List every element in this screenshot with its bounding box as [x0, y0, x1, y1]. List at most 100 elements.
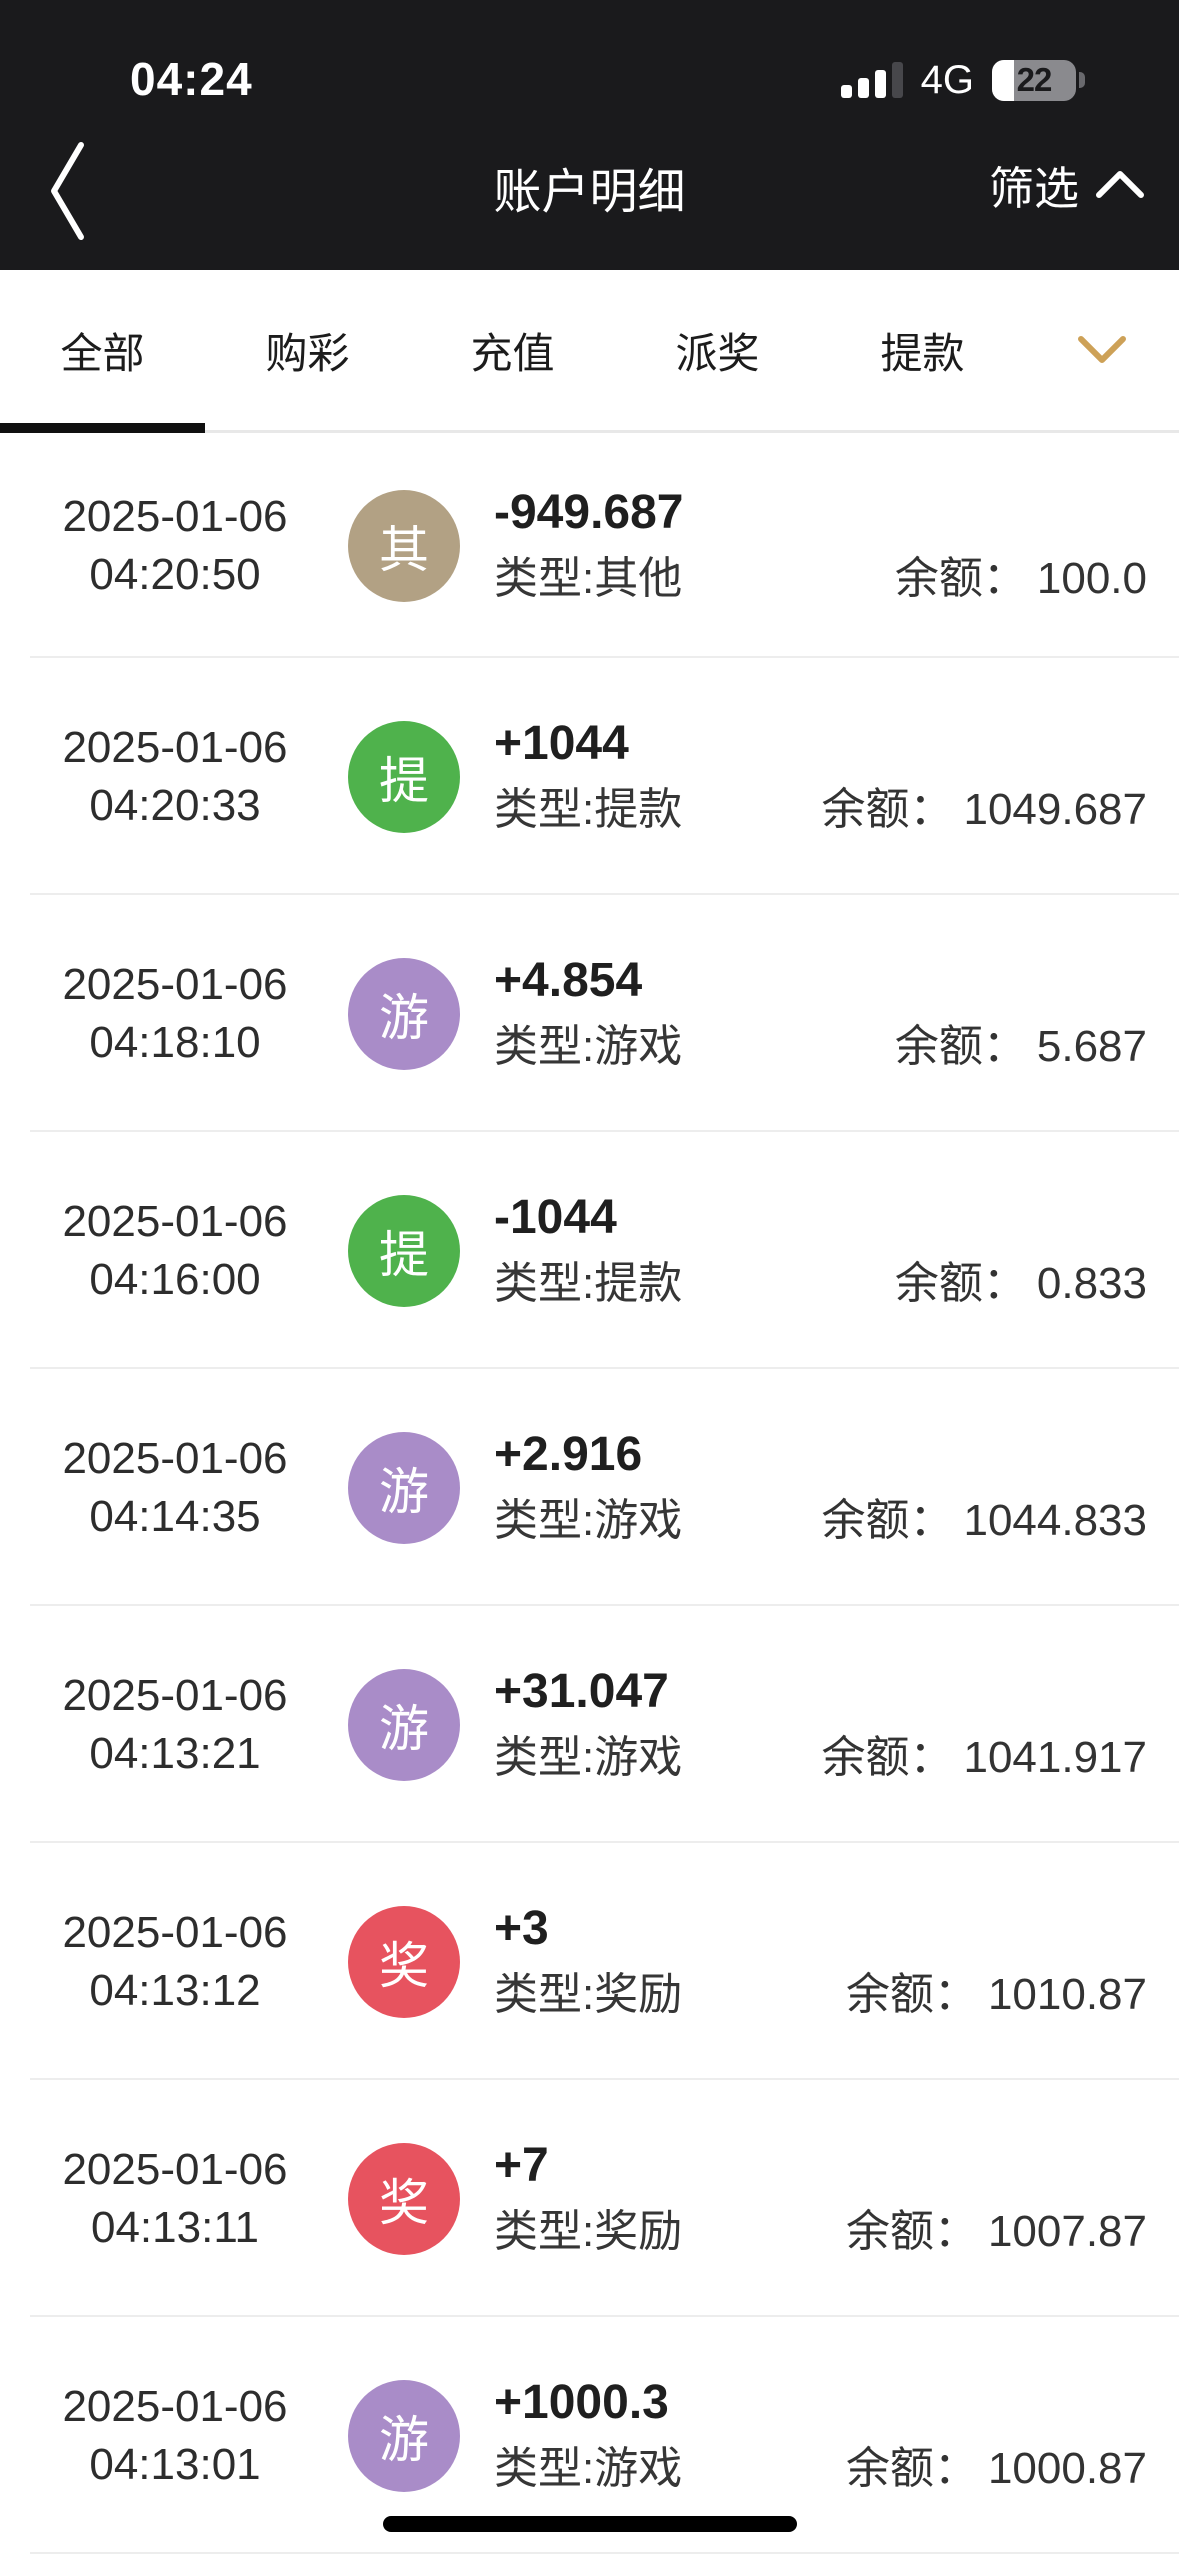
transaction-row[interactable]: 2025-01-06 04:20:33 提 +1044 类型:提款 余额： 10… [0, 658, 1179, 895]
network-type-label: 4G [920, 57, 974, 102]
back-button[interactable] [48, 130, 138, 252]
balance-label: 余额： [845, 2443, 978, 2493]
transaction-datetime: 2025-01-06 04:16:00 [30, 1193, 320, 1309]
filter-label: 筛选 [988, 162, 1079, 214]
balance: 余额： 100.0 [895, 551, 1147, 607]
transaction-datetime: 2025-01-06 04:13:01 [30, 2378, 320, 2494]
transaction-time: 04:18:10 [89, 1017, 261, 1067]
balance-value: 0.833 [1036, 1258, 1147, 1308]
transaction-type-badge: 游 [348, 2379, 460, 2492]
transaction-amount: +4.854 [494, 953, 643, 1007]
status-time: 04:24 [130, 53, 253, 105]
battery-nub [1079, 72, 1085, 88]
home-indicator-bar[interactable] [382, 2516, 797, 2532]
tab-item[interactable]: 派奖 [615, 270, 820, 430]
tab-label: 充值 [470, 329, 555, 377]
transaction-date: 2025-01-06 [62, 491, 288, 541]
transaction-amount: +31.047 [494, 1664, 669, 1718]
balance-label: 余额： [845, 1969, 978, 2019]
transaction-datetime: 2025-01-06 04:14:35 [30, 1430, 320, 1546]
transaction-list: 2025-01-06 04:20:50 其 -949.687 类型:其他 余额：… [0, 433, 1179, 2554]
transaction-amount: -1044 [494, 1190, 617, 1244]
tab-label: 全部 [60, 329, 145, 377]
transaction-date: 2025-01-06 [62, 1907, 288, 1957]
transaction-row[interactable]: 2025-01-06 04:18:10 游 +4.854 类型:游戏 余额： 5… [0, 895, 1179, 1132]
balance-label: 余额： [821, 1732, 954, 1782]
balance-value: 1041.917 [963, 1732, 1147, 1782]
tab-label: 提款 [880, 329, 965, 377]
battery-icon: 22 [992, 59, 1085, 101]
battery-fill [992, 59, 1014, 101]
transaction-details: +31.047 类型:游戏 余额： 1041.917 [494, 1664, 1179, 1786]
transaction-row[interactable]: 2025-01-06 04:20:50 其 -949.687 类型:其他 余额：… [0, 433, 1179, 658]
transaction-details: +7 类型:奖励 余额： 1007.87 [494, 2138, 1179, 2260]
transaction-row[interactable]: 2025-01-06 04:14:35 游 +2.916 类型:游戏 余额： 1… [0, 1369, 1179, 1606]
tab-label: 购彩 [265, 329, 350, 377]
balance-label: 余额： [894, 1021, 1027, 1071]
balance-value: 100.0 [1036, 553, 1147, 603]
transaction-amount: -949.687 [494, 485, 684, 539]
tab-item[interactable]: 充值 [410, 270, 615, 430]
balance: 余额： 1010.87 [846, 1967, 1147, 2023]
balance-value: 1000.87 [987, 2443, 1147, 2493]
balance-value: 1044.833 [963, 1495, 1147, 1545]
filter-button[interactable]: 筛选 [989, 152, 1145, 216]
transaction-type-badge: 奖 [348, 2142, 460, 2255]
transaction-type-badge: 游 [348, 1431, 460, 1544]
transaction-details: +4.854 类型:游戏 余额： 5.687 [494, 953, 1179, 1075]
balance-label: 余额： [894, 553, 1027, 603]
transaction-time: 04:13:12 [89, 1965, 261, 2015]
transaction-row[interactable]: 2025-01-06 04:16:00 提 -1044 类型:提款 余额： 0.… [0, 1132, 1179, 1369]
balance-value: 1010.87 [987, 1969, 1147, 2019]
transaction-datetime: 2025-01-06 04:13:11 [30, 2141, 320, 2257]
transaction-type-label: 类型:游戏 [494, 1021, 683, 1071]
transaction-datetime: 2025-01-06 04:18:10 [30, 956, 320, 1072]
transaction-datetime: 2025-01-06 04:13:12 [30, 1904, 320, 2020]
transaction-amount: +2.916 [494, 1427, 643, 1481]
transaction-datetime: 2025-01-06 04:20:33 [30, 719, 320, 835]
transaction-type-label: 类型:游戏 [494, 2443, 683, 2493]
transaction-details: +2.916 类型:游戏 余额： 1044.833 [494, 1427, 1179, 1549]
balance: 余额： 1041.917 [821, 1730, 1147, 1786]
transaction-type-label: 类型:提款 [494, 1258, 683, 1308]
tab-item[interactable]: 提款 [820, 270, 1025, 430]
chevron-up-icon [1096, 171, 1144, 198]
transaction-time: 04:20:50 [89, 549, 261, 599]
balance-label: 余额： [894, 1258, 1027, 1308]
balance-label: 余额： [845, 2206, 978, 2256]
transaction-type-label: 类型:奖励 [494, 1969, 683, 2019]
balance: 余额： 0.833 [895, 1256, 1147, 1312]
transaction-date: 2025-01-06 [62, 1433, 288, 1483]
chevron-down-icon [1078, 336, 1126, 363]
transaction-row[interactable]: 2025-01-06 04:13:21 游 +31.047 类型:游戏 余额： … [0, 1606, 1179, 1843]
transaction-type-badge: 提 [348, 1194, 460, 1307]
cellular-signal-icon [840, 62, 903, 98]
navigation-bar: 账户明细 筛选 [0, 112, 1179, 270]
transaction-type-badge: 其 [348, 489, 460, 602]
transaction-row[interactable]: 2025-01-06 04:13:01 游 +1000.3 类型:游戏 余额： … [0, 2317, 1179, 2554]
balance: 余额： 5.687 [895, 1019, 1147, 1075]
transaction-time: 04:13:21 [89, 1728, 261, 1778]
transaction-time: 04:20:33 [89, 780, 261, 830]
transaction-type-badge: 提 [348, 720, 460, 833]
status-icons: 4G 22 [840, 56, 1085, 104]
balance-label: 余额： [821, 1495, 954, 1545]
transaction-details: -949.687 类型:其他 余额： 100.0 [494, 485, 1179, 607]
balance-label: 余额： [821, 784, 954, 834]
transaction-type-badge: 游 [348, 1668, 460, 1781]
transaction-row[interactable]: 2025-01-06 04:13:12 奖 +3 类型:奖励 余额： 1010.… [0, 1843, 1179, 2080]
transaction-datetime: 2025-01-06 04:20:50 [30, 488, 320, 604]
transaction-type-label: 类型:奖励 [494, 2206, 683, 2256]
tab-item[interactable]: 全部 [0, 270, 205, 433]
transaction-row[interactable]: 2025-01-06 04:13:11 奖 +7 类型:奖励 余额： 1007.… [0, 2080, 1179, 2317]
transaction-date: 2025-01-06 [62, 1670, 288, 1720]
tab-item[interactable]: 购彩 [205, 270, 410, 430]
transaction-date: 2025-01-06 [62, 722, 288, 772]
balance: 余额： 1044.833 [821, 1493, 1147, 1549]
status-bar: 04:24 4G 22 [0, 0, 1179, 112]
transaction-time: 04:13:01 [89, 2439, 261, 2489]
balance-value: 1007.87 [987, 2206, 1147, 2256]
transaction-details: +1044 类型:提款 余额： 1049.687 [494, 716, 1179, 838]
more-tabs-button[interactable] [1025, 270, 1179, 430]
transaction-date: 2025-01-06 [62, 959, 288, 1009]
